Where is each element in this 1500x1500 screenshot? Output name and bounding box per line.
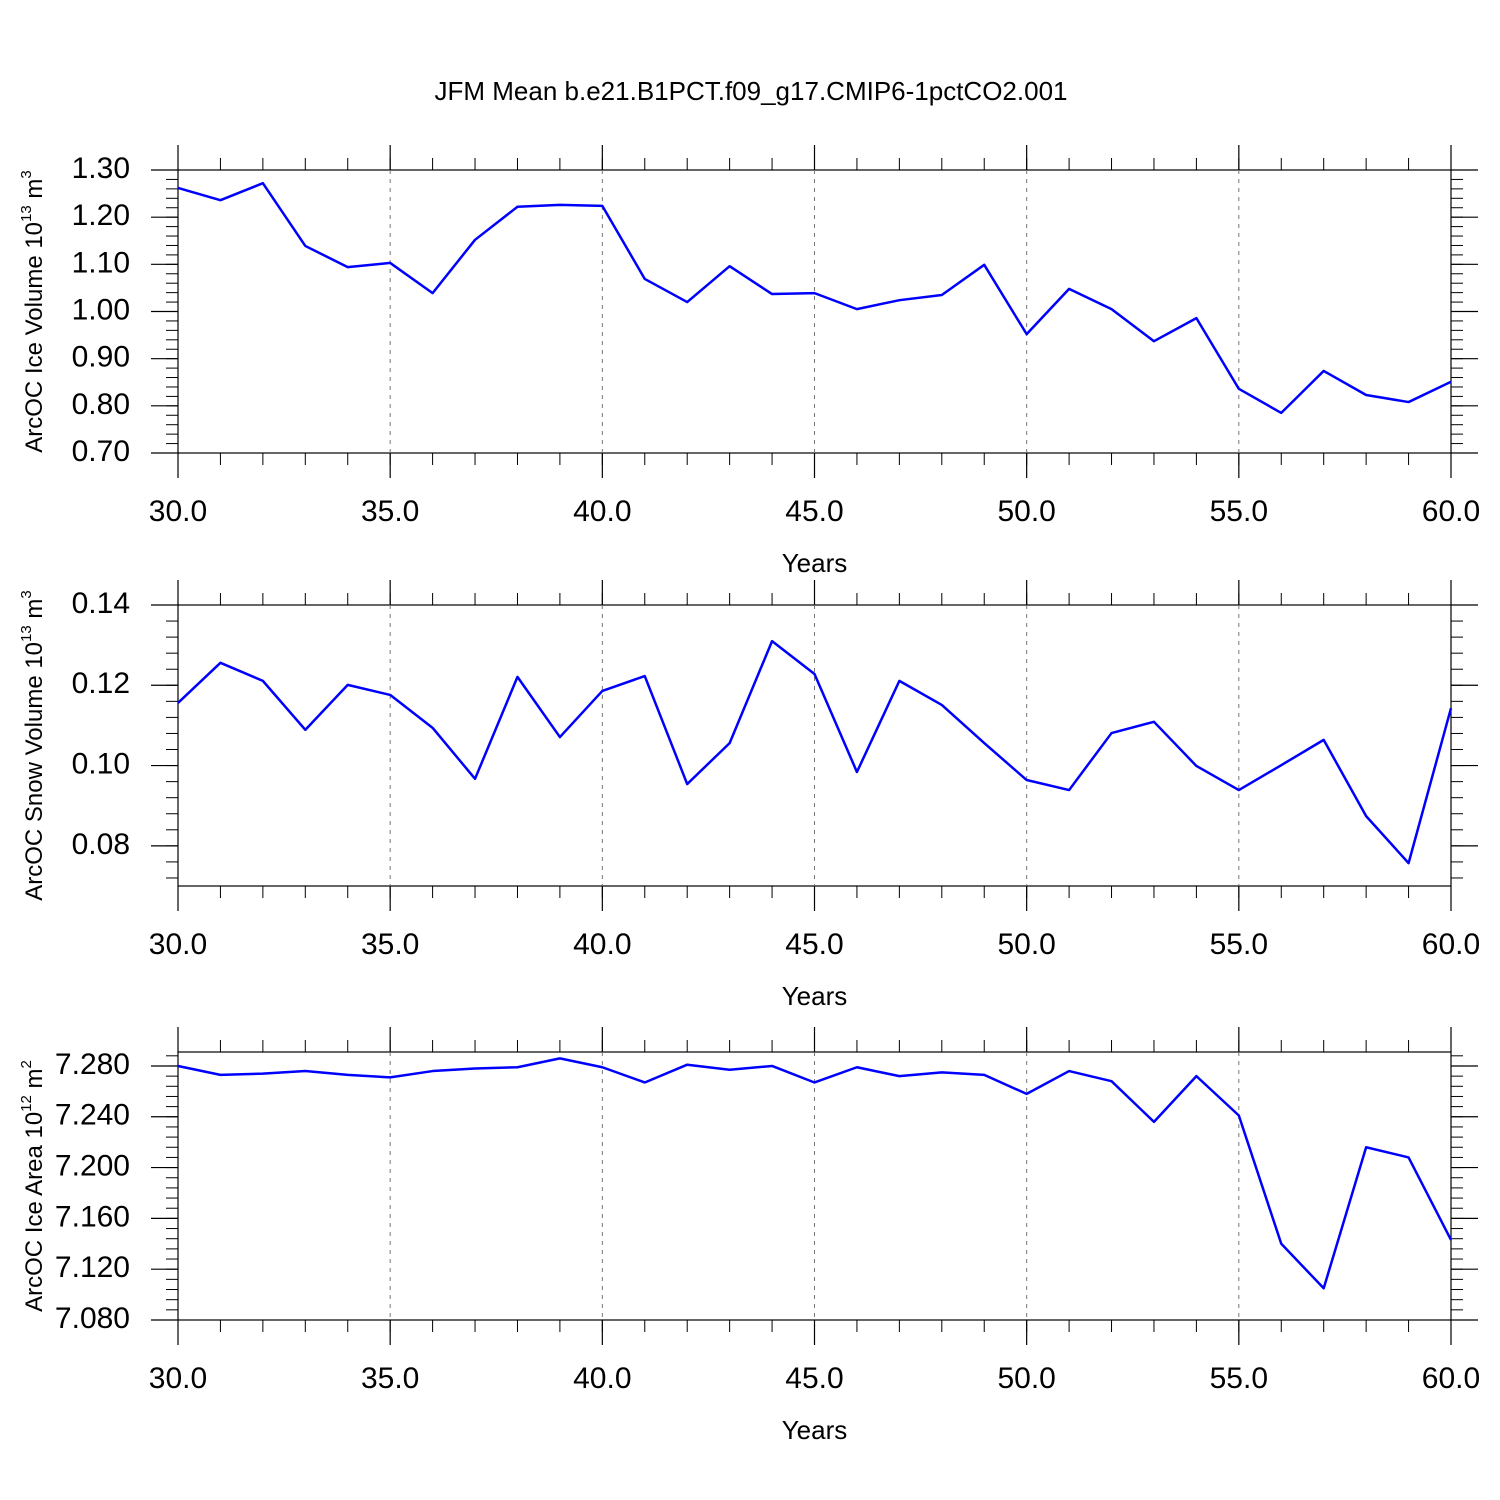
x-tick-label: 60.0 [1422,928,1480,961]
x-tick-label: 30.0 [149,928,207,961]
x-tick-label: 30.0 [149,1362,207,1395]
y-tick-label: 0.80 [72,388,130,421]
x-axis-label: Years [782,1415,848,1445]
x-tick-label: 30.0 [149,495,207,528]
y-axis-label-unit: m [21,179,48,206]
x-tick-label: 55.0 [1210,928,1268,961]
y-tick-label: 0.08 [72,828,130,861]
x-tick-label: 35.0 [361,1362,419,1395]
y-axis-label-unit-exponent: 3 [18,170,35,178]
x-tick-label: 45.0 [785,1362,843,1395]
y-axis-label: ArcOC Snow Volume 1013 m3 [18,590,48,901]
y-axis-label-unit-exponent: 3 [18,590,35,598]
x-tick-label: 50.0 [997,1362,1055,1395]
y-axis-label: ArcOC Ice Area 1012 m2 [18,1060,48,1312]
y-axis-label-text: ArcOC Ice Volume 10 [21,222,48,453]
y-axis-label-exponent: 13 [18,205,35,222]
y-tick-label: 0.10 [72,747,130,780]
series-line [177,639,1453,865]
y-tick-label: 7.080 [55,1302,130,1335]
y-axis-label-text: ArcOC Snow Volume 10 [21,642,48,901]
y-axis-label-unit: m [21,599,48,626]
y-tick-label: 1.00 [72,293,130,326]
x-tick-label: 50.0 [997,495,1055,528]
y-tick-label: 7.200 [55,1150,130,1183]
y-axis-label-exponent: 12 [18,1095,35,1112]
plot-frame [177,169,1452,454]
plot-frame [177,604,1452,887]
x-tick-label: 35.0 [361,495,419,528]
y-tick-label: 1.20 [72,199,130,232]
x-tick-label: 55.0 [1210,495,1268,528]
y-tick-label: 0.12 [72,667,130,700]
y-axis-label-unit: m [21,1068,48,1095]
x-axis-label: Years [782,548,848,578]
x-tick-label: 40.0 [573,1362,631,1395]
y-axis-label-text: ArcOC Ice Area 10 [21,1112,48,1312]
x-tick-label: 40.0 [573,928,631,961]
series-line [177,1057,1453,1290]
x-tick-label: 60.0 [1422,1362,1480,1395]
y-axis-label-exponent: 13 [18,625,35,642]
y-axis-label-unit-exponent: 2 [18,1060,35,1068]
y-tick-label: 0.14 [72,587,130,620]
y-tick-label: 1.10 [72,246,130,279]
x-tick-label: 45.0 [785,495,843,528]
x-tick-label: 35.0 [361,928,419,961]
y-tick-label: 7.240 [55,1099,130,1132]
x-axis-label: Years [782,981,848,1011]
x-tick-label: 40.0 [573,495,631,528]
x-tick-label: 55.0 [1210,1362,1268,1395]
y-tick-label: 0.90 [72,341,130,374]
y-tick-label: 0.70 [72,435,130,468]
y-tick-label: 1.30 [72,152,130,185]
x-tick-label: 50.0 [997,928,1055,961]
y-tick-label: 7.280 [55,1048,130,1081]
x-tick-label: 45.0 [785,928,843,961]
x-tick-label: 60.0 [1422,495,1480,528]
y-tick-label: 7.120 [55,1251,130,1284]
series-line [177,181,1452,415]
y-tick-label: 7.160 [55,1200,130,1233]
chart-title: JFM Mean b.e21.B1PCT.f09_g17.CMIP6-1pctC… [435,76,1068,106]
y-axis-label: ArcOC Ice Volume 1013 m3 [18,170,48,452]
